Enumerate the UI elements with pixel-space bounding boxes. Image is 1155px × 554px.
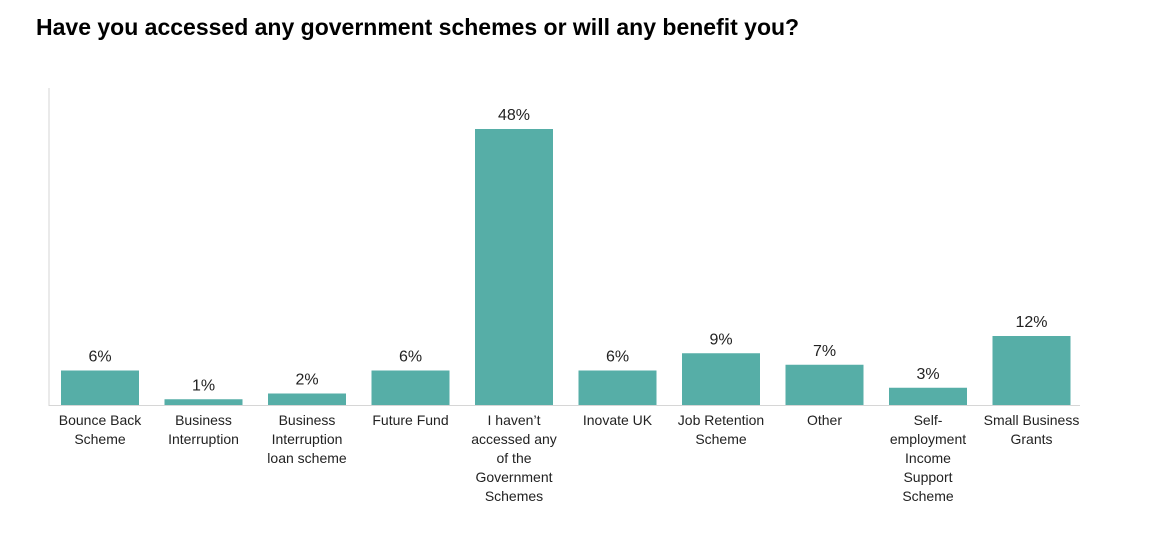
- data-label-7: 7%: [813, 343, 836, 360]
- x-tick-label-2: Business Interruption loan scheme: [255, 411, 359, 468]
- chart-title: Have you accessed any government schemes…: [36, 14, 800, 40]
- data-label-3: 6%: [399, 349, 422, 366]
- bar-9: [992, 336, 1071, 405]
- x-tick-label-line: loan scheme: [267, 450, 347, 466]
- x-tick-label-3: Future Fund: [359, 411, 463, 430]
- bar-7: [785, 364, 864, 405]
- bar-6: [682, 353, 760, 405]
- x-tick-label-line: Schemes: [484, 488, 544, 504]
- bar-2: [268, 393, 346, 405]
- x-tick-label-line: Future Fund: [372, 412, 449, 428]
- bars-group: [61, 129, 1071, 405]
- x-tick-label-line: of the: [496, 450, 532, 466]
- x-tick-label-line: employment: [889, 431, 967, 447]
- x-tick-label-8: Self-employment Income Support Scheme: [876, 411, 980, 506]
- x-tick-label-line: Business: [175, 412, 232, 428]
- data-label-1: 1%: [192, 377, 215, 394]
- x-tick-label-line: Support: [903, 469, 953, 485]
- x-tick-label-line: Scheme: [902, 488, 954, 504]
- x-tick-label-line: I haven’t: [487, 412, 541, 428]
- x-tick-label-6: Job Retention Scheme: [669, 411, 773, 449]
- data-label-0: 6%: [88, 349, 111, 366]
- x-tick-label-line: Interruption: [271, 431, 343, 447]
- x-tick-label-line: Income: [905, 450, 951, 466]
- data-label-8: 3%: [916, 366, 939, 383]
- data-label-6: 9%: [709, 331, 732, 348]
- data-labels-group: 6% 1% 2% 6% 48% 6% 9% 7% 3% 12%: [88, 107, 1047, 394]
- x-tick-label-line: Scheme: [74, 431, 126, 447]
- bar-4: [475, 129, 553, 405]
- bar-0: [61, 370, 139, 405]
- bar-1: [164, 399, 243, 405]
- x-tick-label-5: Inovate UK: [566, 411, 670, 430]
- x-tick-label-line: Grants: [1010, 431, 1053, 447]
- x-tick-label-line: Business: [278, 412, 336, 428]
- x-tick-label-line: accessed any: [471, 431, 557, 447]
- x-tick-label-9: Small Business Grants: [980, 411, 1084, 449]
- bar-3: [371, 370, 450, 405]
- x-tick-label-line: Inovate UK: [582, 412, 653, 428]
- x-tick-label-0: Bounce Back Scheme: [48, 411, 152, 449]
- x-tick-label-4: I haven’t accessed any of the Government Sch…: [462, 411, 566, 506]
- x-tick-label-line: Government: [475, 469, 553, 485]
- data-label-5: 6%: [606, 349, 629, 366]
- bar-5: [578, 370, 657, 405]
- x-tick-label-line: Self-: [913, 412, 943, 428]
- x-tick-label-line: Job Retention: [677, 412, 765, 428]
- x-tick-label-line: Small Business: [983, 412, 1080, 428]
- x-tick-label-line: Other: [806, 412, 842, 428]
- data-label-9: 12%: [1015, 314, 1047, 331]
- bar-8: [889, 387, 967, 405]
- data-label-2: 2%: [295, 372, 318, 389]
- x-tick-label-line: Scheme: [695, 431, 747, 447]
- x-tick-label-line: Interruption: [168, 431, 239, 447]
- x-tick-label-7: Other: [773, 411, 877, 430]
- x-tick-label-line: Bounce Back: [58, 412, 142, 428]
- data-label-4: 48%: [498, 107, 530, 124]
- x-tick-label-1: Business Interruption: [152, 411, 256, 449]
